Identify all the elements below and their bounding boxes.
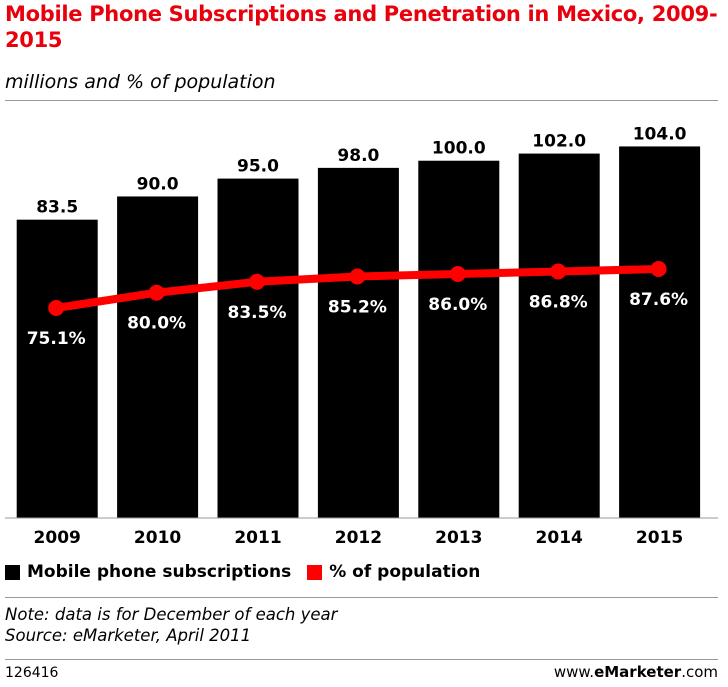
chart-id: 126416 [5, 665, 59, 681]
population-label-2010: 80.0% [127, 314, 186, 334]
bar-value-label-2010: 90.0 [137, 174, 179, 194]
population-label-2015: 87.6% [629, 290, 688, 310]
site-prefix: www. [553, 663, 595, 681]
chart-subtitle: millions and % of population [5, 71, 276, 93]
x-tick-label-2010: 2010 [134, 528, 181, 548]
bar-value-label-2011: 95.0 [237, 157, 279, 177]
bar-value-label-2009: 83.5 [36, 198, 78, 218]
population-point-2009 [48, 300, 65, 316]
bar-2011 [217, 178, 299, 518]
legend-item-population: % of population [307, 562, 480, 582]
bottom-divider [5, 597, 718, 598]
bar-2014 [518, 153, 600, 518]
bar-2015 [619, 146, 701, 518]
bar-value-label-2015: 104.0 [633, 124, 687, 144]
bar-2010 [117, 196, 199, 519]
population-point-2011 [249, 273, 265, 290]
population-point-2014 [550, 263, 567, 280]
x-tick-label-2009: 2009 [34, 528, 81, 548]
bar-value-label-2012: 98.0 [337, 146, 379, 166]
emarketer-link[interactable]: www.eMarketer.com [554, 663, 718, 681]
population-label-2011: 83.5% [228, 303, 287, 323]
note-text: Note: data is for December of each year [5, 605, 338, 624]
site-brand: eMarketer [594, 663, 682, 681]
population-point-2012 [349, 268, 366, 285]
bar-2009 [16, 219, 98, 518]
chart-notes: Note: data is for December of each year … [5, 604, 337, 646]
population-point-2013 [449, 265, 466, 282]
footer-divider [5, 659, 718, 660]
population-point-2015 [650, 261, 667, 277]
chart-area: 83.5 90.0 95.0 98.0 100.0 102.0 104.0 75.1% 80.… [5, 124, 718, 548]
population-label-2014: 86.8% [529, 292, 588, 312]
x-tick-label-2012: 2012 [335, 528, 382, 548]
bar-labels-group: 83.5 90.0 95.0 98.0 100.0 102.0 104.0 [36, 124, 686, 217]
line-labels-group: 75.1% 80.0% 83.5% 85.2% 86.0% 86.8% 87.6% [27, 290, 688, 349]
x-tick-label-2011: 2011 [234, 528, 281, 548]
bars-group [16, 146, 701, 519]
population-point-2010 [148, 284, 165, 301]
x-tick-labels-group: 2009 2010 2011 2012 2013 2014 2015 [34, 528, 684, 548]
x-tick-label-2015: 2015 [636, 528, 683, 548]
line-series-group [48, 261, 667, 316]
legend: Mobile phone subscriptions % of populati… [5, 561, 496, 583]
x-tick-label-2013: 2013 [435, 528, 482, 548]
bar-value-label-2013: 100.0 [432, 139, 486, 159]
site-suffix: .com [681, 663, 718, 681]
bar-2013 [418, 160, 500, 518]
population-label-2012: 85.2% [328, 297, 387, 317]
source-text: Source: eMarketer, April 2011 [5, 626, 252, 645]
legend-item-subscriptions: Mobile phone subscriptions [5, 562, 291, 582]
top-divider [5, 100, 718, 101]
bar-value-label-2014: 102.0 [532, 132, 586, 152]
legend-label-subscriptions: Mobile phone subscriptions [27, 562, 292, 582]
legend-label-population: % of population [329, 562, 481, 582]
population-label-2009: 75.1% [27, 329, 86, 349]
legend-swatch-subscriptions [5, 564, 20, 580]
legend-swatch-population [307, 564, 323, 580]
bar-2012 [317, 167, 399, 518]
population-label-2013: 86.0% [428, 295, 487, 315]
x-tick-label-2014: 2014 [536, 528, 583, 548]
chart-title: Mobile Phone Subscriptions and Penetrati… [5, 2, 718, 52]
